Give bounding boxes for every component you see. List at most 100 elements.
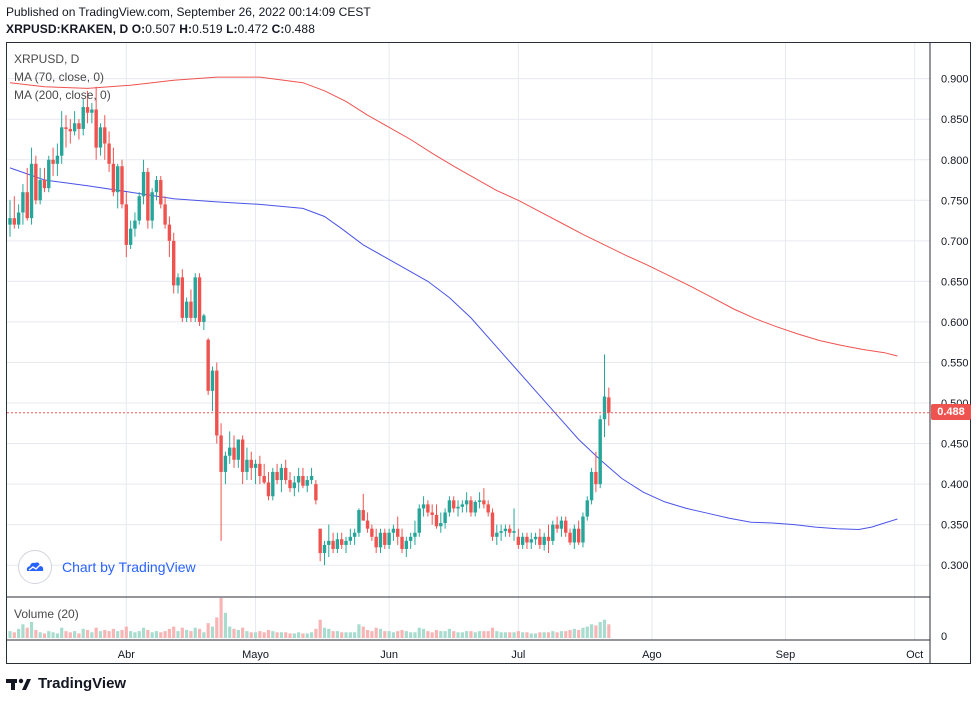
volume-bar	[447, 628, 452, 638]
volume-bar	[47, 631, 51, 638]
candle-body	[167, 224, 172, 241]
x-tick-label: Abr	[118, 649, 135, 661]
candle-body	[335, 539, 340, 549]
volume-bar	[430, 632, 434, 638]
candle-body	[236, 439, 241, 460]
x-axis-ticks: Abr Mayo Jun Jul Ago Sep Oct	[118, 649, 923, 661]
volume-bar	[585, 626, 589, 638]
symbol-label: XRPUSD:KRAKEN, D	[6, 22, 129, 36]
candle-body	[68, 128, 73, 132]
volume-bar	[538, 632, 542, 638]
y-tick-label: 0.900	[941, 74, 969, 86]
candle	[542, 532, 546, 551]
candle-body	[107, 143, 111, 164]
candle-body	[284, 467, 288, 481]
candle-body	[16, 212, 21, 225]
footer-brand[interactable]: TradingView	[6, 675, 126, 692]
volume-bar	[486, 631, 490, 638]
volume-bar	[64, 631, 68, 638]
volume-bar	[357, 624, 361, 638]
candle-body	[137, 196, 141, 221]
candle-body	[34, 163, 38, 201]
volume-bar	[426, 631, 430, 638]
candle	[434, 504, 439, 529]
volume-bar	[297, 632, 301, 638]
y-tick-label: 0.800	[941, 155, 969, 167]
candle	[352, 528, 357, 545]
volume-bar	[29, 622, 34, 638]
candle-body	[473, 501, 477, 513]
watermark[interactable]: Chart by TradingView	[18, 550, 196, 584]
ohlc-header: XRPUSD:KRAKEN, D O:0.507 H:0.519 L:0.472…	[6, 22, 315, 36]
candle-body	[551, 524, 555, 541]
candle-body	[426, 504, 430, 513]
candle-body	[42, 180, 47, 189]
volume-bar	[443, 631, 447, 638]
x-tick-label: Oct	[906, 649, 923, 661]
candle	[469, 496, 473, 517]
published-line: Published on TradingView.com, September …	[6, 5, 371, 19]
volume-bar	[512, 632, 516, 638]
candle-body	[210, 370, 215, 391]
candle	[85, 90, 90, 124]
candle	[607, 387, 611, 426]
volume-bar	[55, 633, 59, 638]
candle-body	[495, 532, 499, 537]
volume-bar	[197, 628, 202, 638]
volume-bar	[365, 630, 370, 638]
volume-bar	[116, 631, 120, 638]
candle-body	[374, 536, 378, 548]
candle	[477, 492, 482, 509]
candle	[430, 504, 434, 525]
candle	[572, 524, 577, 549]
volume-bar	[141, 627, 146, 638]
x-tick-label: Jun	[380, 649, 398, 661]
candle-body	[163, 204, 167, 225]
candle	[348, 528, 353, 545]
volume-bar	[477, 631, 482, 638]
candle	[503, 524, 508, 537]
candle	[167, 216, 172, 258]
volume-bar	[90, 632, 94, 638]
candle-body	[258, 463, 262, 476]
volume-bar	[602, 619, 607, 638]
candle	[275, 463, 279, 485]
volume-bar	[551, 631, 555, 638]
candle	[111, 147, 116, 197]
candle	[581, 512, 585, 548]
candle-body	[331, 540, 335, 549]
candle-body	[576, 528, 581, 543]
volume-bar	[94, 627, 98, 638]
candle	[598, 415, 602, 489]
candle-body	[12, 218, 17, 225]
volume-bar	[288, 633, 292, 638]
volume-bar	[400, 630, 404, 638]
chart-frame[interactable]	[6, 42, 971, 664]
candle	[180, 269, 185, 322]
volume-bar	[529, 633, 533, 638]
candle-body	[594, 471, 598, 485]
candle-body	[292, 482, 297, 489]
candle-body	[245, 459, 249, 472]
candle-body	[193, 277, 197, 318]
volume-bar	[17, 628, 21, 638]
candle	[499, 524, 503, 541]
volume-bar	[163, 631, 167, 638]
volume-bar	[572, 628, 576, 638]
volume-bar	[559, 631, 564, 638]
candle-body	[568, 532, 572, 543]
y-tick-label: 0.700	[941, 236, 969, 248]
candle-body	[439, 523, 443, 527]
candle-body	[103, 127, 107, 144]
candle-body	[340, 539, 344, 545]
candle-body	[357, 510, 361, 533]
volume-bar	[396, 631, 400, 638]
candle-body	[55, 155, 60, 164]
low-value: 0.472	[237, 22, 269, 36]
candle-body	[301, 475, 305, 486]
candle	[374, 528, 378, 554]
candle	[443, 508, 447, 529]
volume-bar	[146, 630, 150, 638]
candle	[8, 200, 12, 237]
